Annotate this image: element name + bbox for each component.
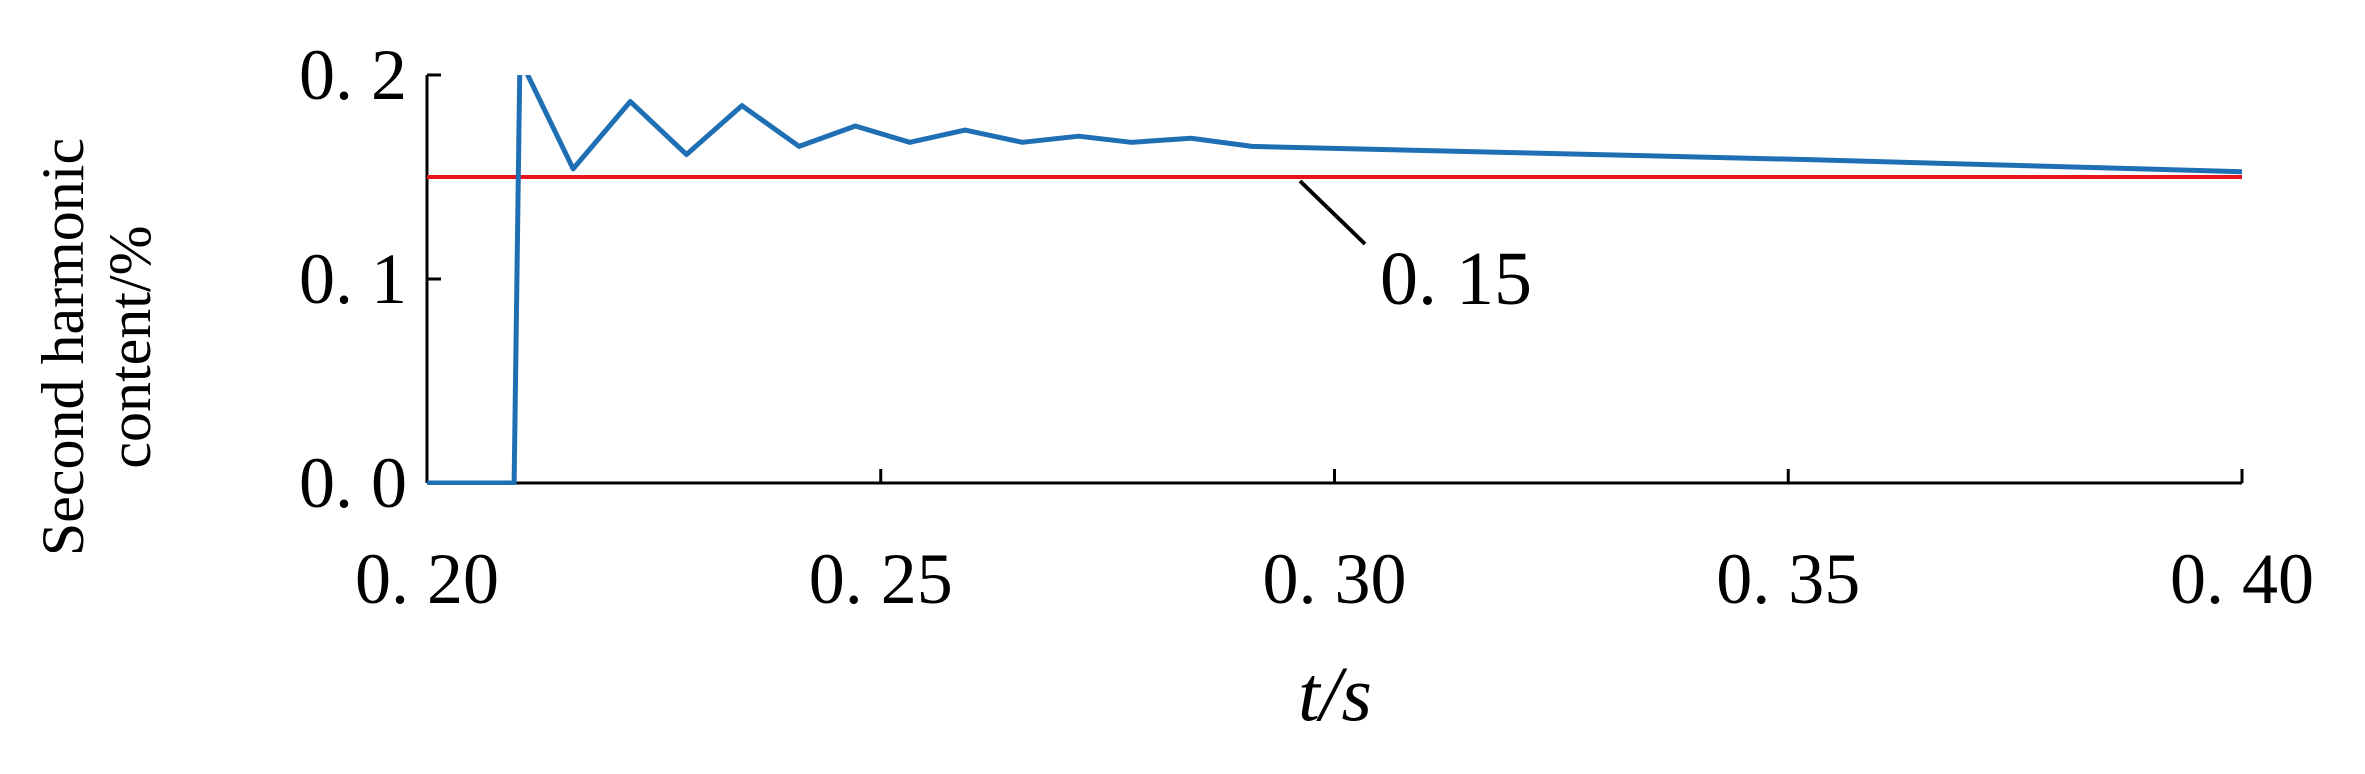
- annotation-label: 0. 15: [1380, 237, 1532, 321]
- x-tick-label: 0. 30: [1263, 539, 1407, 619]
- y-tick-label: 0. 0: [299, 443, 407, 523]
- y-tick-label: 0. 2: [299, 35, 407, 115]
- data-line: [427, 75, 2242, 485]
- y-axis-label: Second harmonic: [30, 138, 96, 556]
- y-axis-label: content/%: [97, 225, 163, 468]
- x-tick-label: 0. 40: [2170, 539, 2314, 619]
- x-tick-label: 0. 20: [355, 539, 499, 619]
- annotation-leader: [1298, 179, 1367, 246]
- x-axis-label: t/s: [1298, 650, 1372, 737]
- x-tick-label: 0. 25: [809, 539, 953, 619]
- plot-area: [427, 75, 2242, 485]
- x-tick-label: 0. 35: [1716, 539, 1860, 619]
- y-tick-label: 0. 1: [299, 239, 407, 319]
